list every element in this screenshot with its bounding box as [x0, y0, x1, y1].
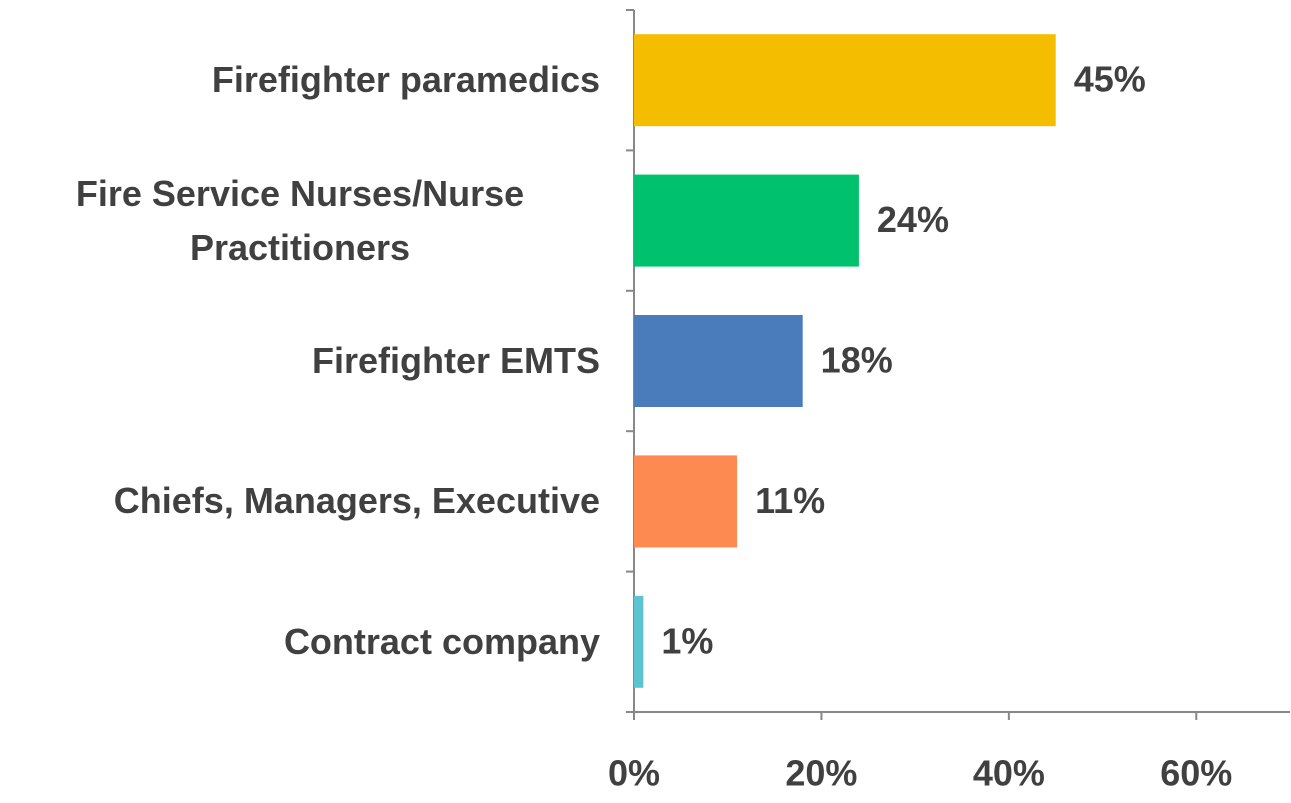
x-tick-label: 60% [1160, 753, 1232, 794]
bar [634, 34, 1056, 127]
category-label: Firefighter paramedics [211, 59, 600, 101]
x-tick-label: 0% [608, 753, 660, 794]
category-label-box: Contract company [0, 615, 600, 669]
bar [634, 595, 644, 688]
value-label: 1% [661, 620, 713, 661]
value-label: 18% [821, 340, 893, 381]
category-label-box: Fire Service Nurses/Nurse Practitioners [0, 167, 600, 275]
category-label-box: Firefighter paramedics [0, 53, 600, 107]
category-label: Contract company [283, 620, 600, 662]
value-label: 24% [877, 199, 949, 240]
bar [634, 315, 803, 407]
category-label: Chiefs, Managers, Executive [113, 480, 600, 522]
bar [634, 174, 859, 267]
category-label: Fire Service Nurses/Nurse Practitioners [75, 172, 525, 268]
bar [634, 455, 738, 548]
x-tick-label: 40% [973, 753, 1045, 794]
category-label-box: Firefighter EMTS [0, 334, 600, 388]
x-tick-label: 20% [785, 753, 857, 794]
value-label: 45% [1074, 59, 1146, 100]
value-label: 11% [755, 480, 825, 521]
category-label: Firefighter EMTS [311, 340, 600, 381]
category-label-box: Chiefs, Managers, Executive [0, 474, 600, 528]
